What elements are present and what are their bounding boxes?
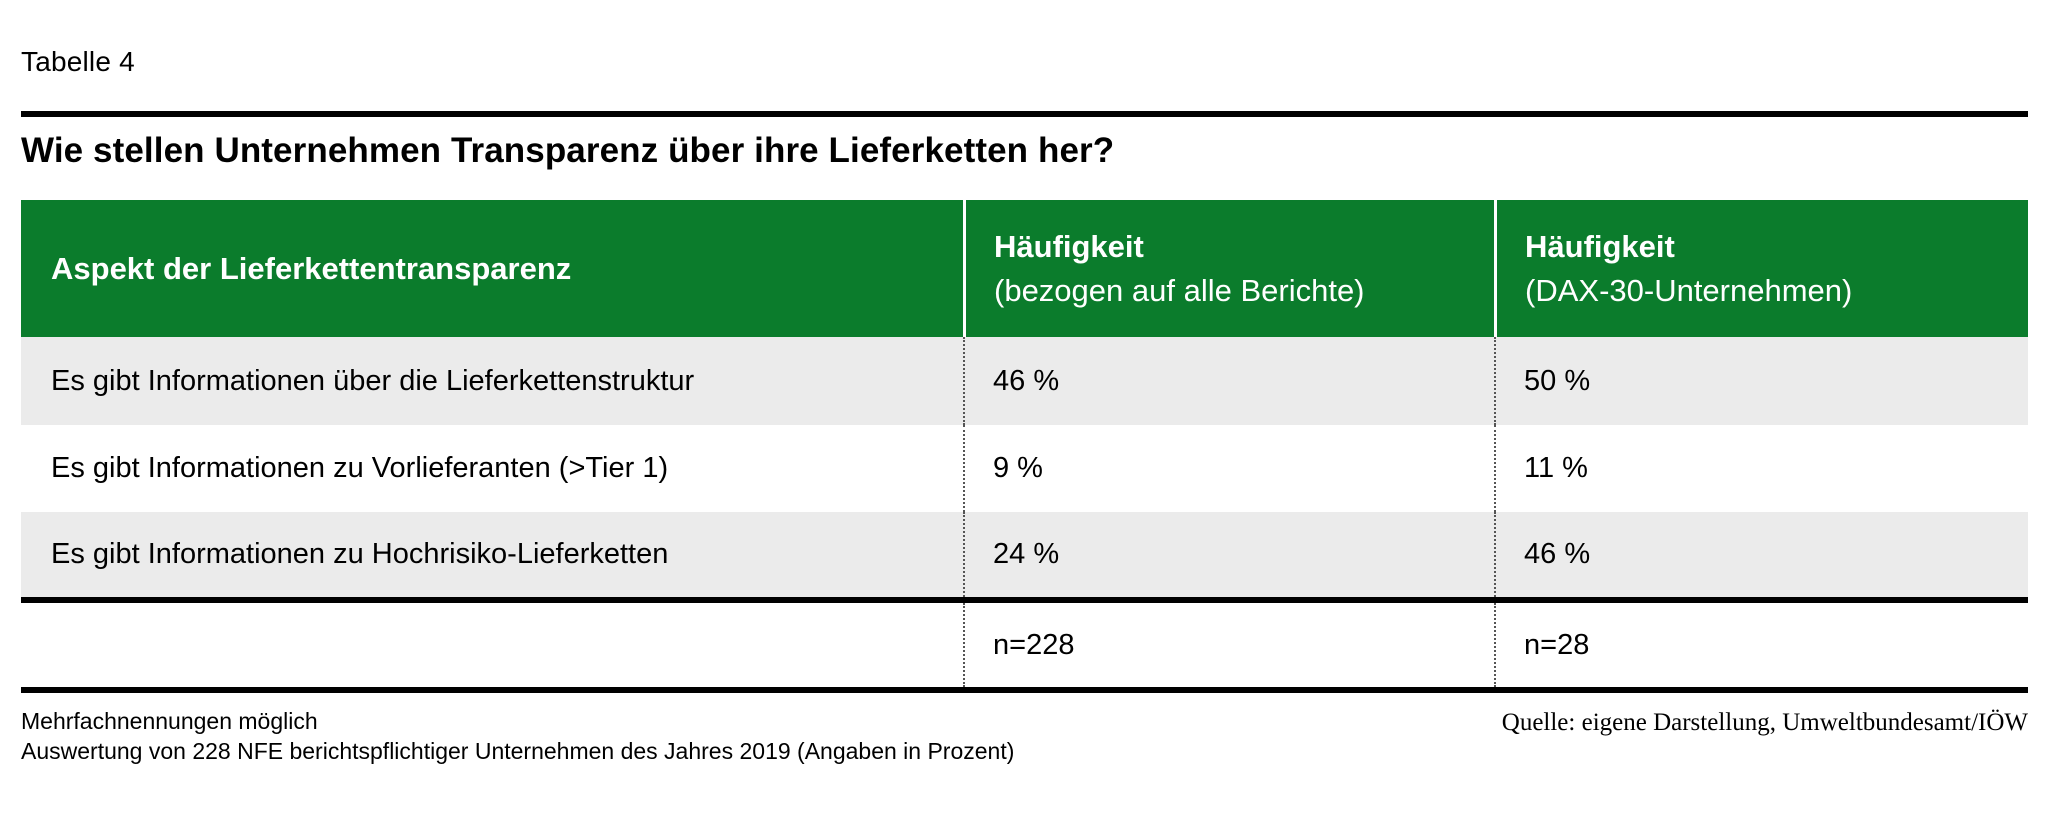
footnote-multiple-answers: Mehrfachnennungen möglich (21, 708, 318, 734)
table-number-label: Tabelle 4 (21, 46, 135, 77)
row1-aspect-cell: Es gibt Informationen über die Lieferket… (21, 337, 963, 425)
footnotes: Mehrfachnennungen möglich Auswertung von… (21, 706, 1014, 766)
totals-empty-cell (21, 603, 963, 687)
row1-dax30-value: 50 % (1494, 337, 2028, 425)
totals-all-reports-n: n=228 (963, 603, 1494, 687)
header-frequency-dax-subtitle: (DAX-30-Unternehmen) (1525, 273, 1853, 308)
header-cell-frequency-dax: Häufigkeit (DAX-30-Unternehmen) (1494, 200, 2028, 337)
row3-aspect-cell: Es gibt Informationen zu Hochrisiko-Lief… (21, 512, 963, 597)
row2-dax30-value: 11 % (1494, 425, 2028, 512)
header-frequency-dax-title: Häufigkeit (1525, 228, 1675, 264)
row1-all-reports-value: 46 % (963, 337, 1494, 425)
table-title: Wie stellen Unternehmen Transparenz über… (21, 131, 1115, 170)
row3-dax30-value: 46 % (1494, 512, 2028, 597)
header-cell-frequency-all: Häufigkeit (bezogen auf alle Berichte) (963, 200, 1494, 337)
header-aspect-label: Aspekt der Lieferkettentransparenz (51, 250, 572, 286)
header-cell-aspect: Aspekt der Lieferkettentransparenz (21, 200, 963, 337)
footnote-evaluation-basis: Auswertung von 228 NFE berichtspflichtig… (21, 738, 1015, 764)
row2-aspect-cell: Es gibt Informationen zu Vorlieferanten … (21, 425, 963, 512)
data-table: Aspekt der Lieferkettentransparenz Häufi… (21, 200, 2028, 693)
top-rule (21, 111, 2028, 117)
header-frequency-all-title: Häufigkeit (994, 228, 1144, 264)
table-bottom-rule (21, 687, 2028, 693)
table-mid-rule (21, 597, 2028, 603)
footer: Mehrfachnennungen möglich Auswertung von… (21, 706, 2028, 766)
source-attribution: Quelle: eigene Darstellung, Umweltbundes… (1501, 709, 2028, 736)
row2-all-reports-value: 9 % (963, 425, 1494, 512)
row3-all-reports-value: 24 % (963, 512, 1494, 597)
totals-dax30-n: n=28 (1494, 603, 2028, 687)
header-frequency-all-subtitle: (bezogen auf alle Berichte) (994, 273, 1365, 308)
